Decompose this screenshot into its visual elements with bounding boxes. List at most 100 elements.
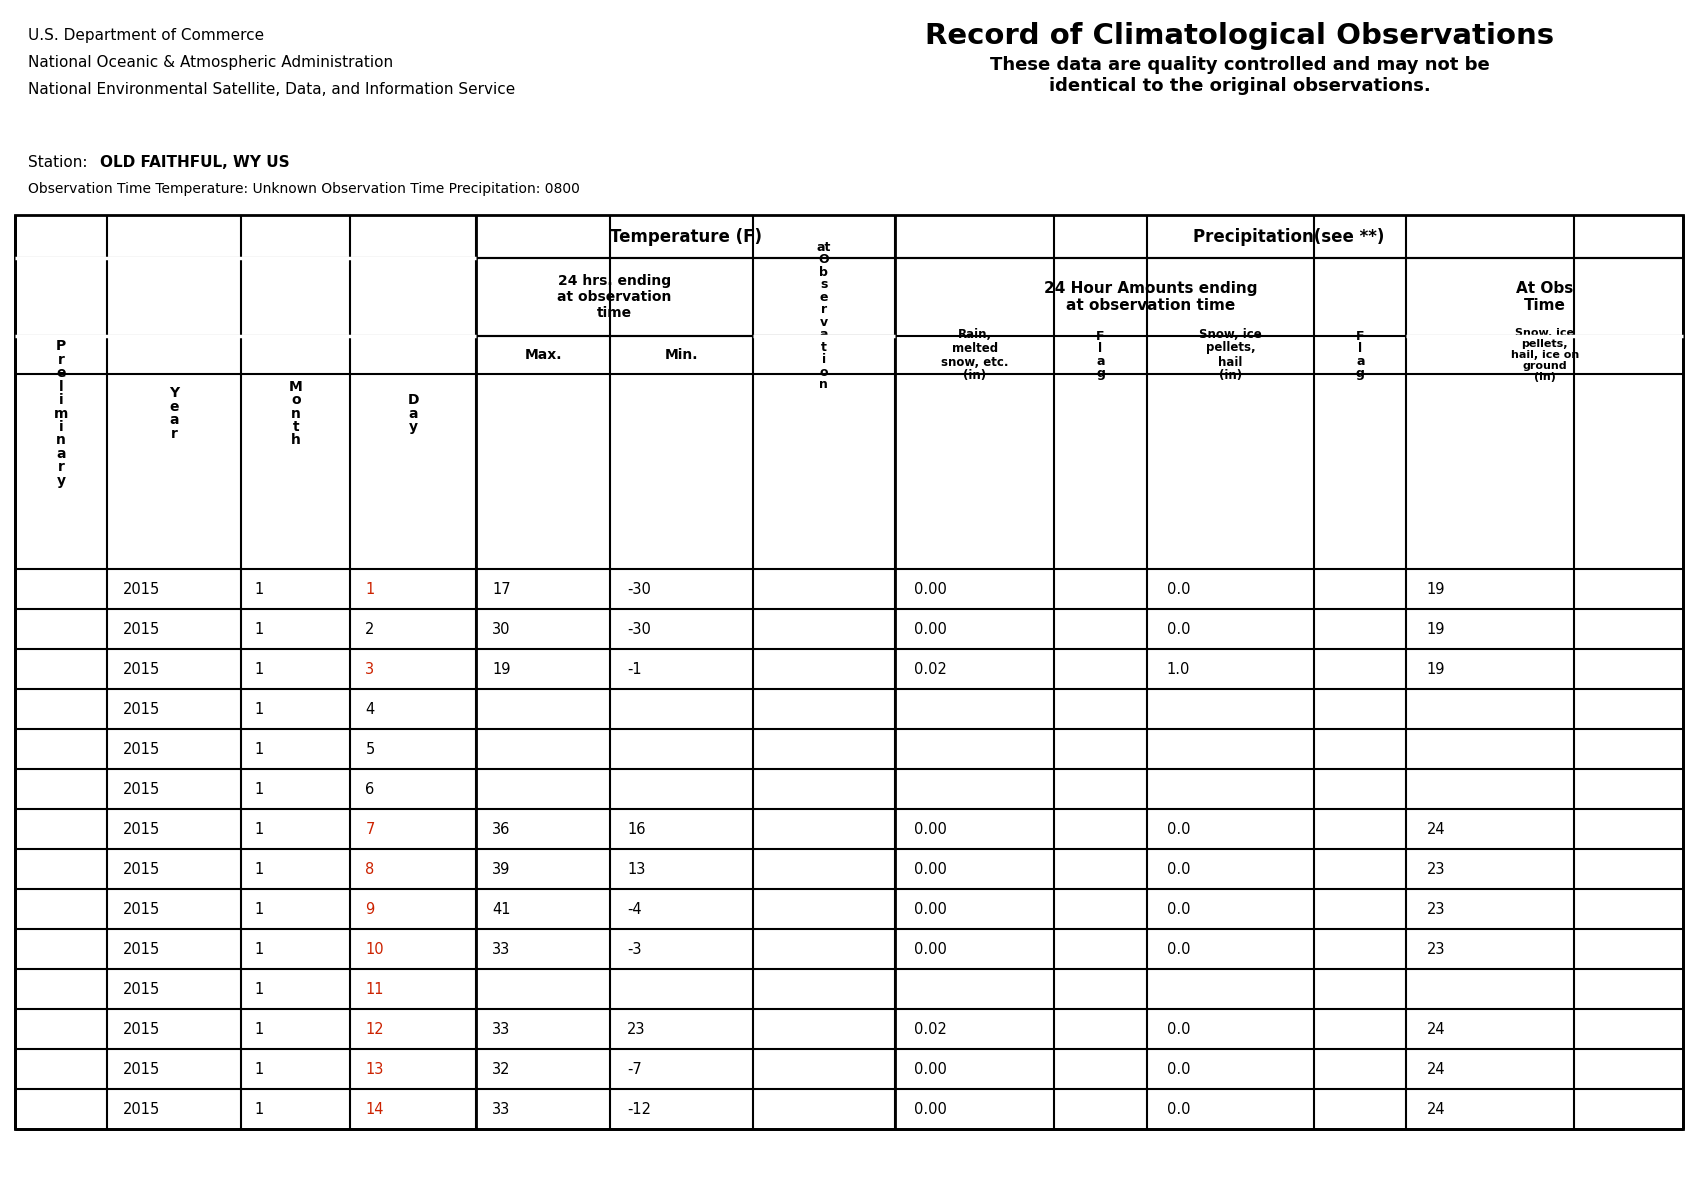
Text: 1: 1: [255, 942, 263, 956]
Text: 0.00: 0.00: [914, 1101, 947, 1117]
Text: 1: 1: [255, 662, 263, 677]
Text: -3: -3: [627, 942, 642, 956]
Text: 0.0: 0.0: [1167, 821, 1190, 837]
Text: 0.0: 0.0: [1167, 1062, 1190, 1076]
Text: 2015: 2015: [124, 1101, 161, 1117]
Text: 1: 1: [255, 702, 263, 716]
Text: 7: 7: [365, 821, 375, 837]
Text: 19: 19: [492, 662, 511, 677]
Text: 23: 23: [627, 1022, 645, 1037]
Text: 0.0: 0.0: [1167, 942, 1190, 956]
Text: 4: 4: [365, 702, 375, 716]
Text: Snow, ice
pellets,
hail, ice on
ground
(in): Snow, ice pellets, hail, ice on ground (…: [1511, 329, 1579, 381]
Text: -7: -7: [627, 1062, 642, 1076]
Text: -30: -30: [627, 582, 650, 596]
Text: -1: -1: [627, 662, 642, 677]
Text: F
l
a
g: F l a g: [1357, 330, 1365, 380]
Text: 17: 17: [492, 582, 511, 596]
Text: Rain,
melted
snow, etc.
(in): Rain, melted snow, etc. (in): [941, 328, 1009, 383]
Text: 16: 16: [627, 821, 645, 837]
Text: 1: 1: [255, 782, 263, 796]
Text: 8: 8: [365, 862, 375, 876]
Text: 33: 33: [492, 1022, 511, 1037]
Text: 10: 10: [365, 942, 384, 956]
Text: 0.00: 0.00: [914, 621, 947, 637]
Text: -4: -4: [627, 901, 642, 917]
Text: 9: 9: [365, 901, 375, 917]
Text: 2015: 2015: [124, 741, 161, 757]
Text: 24: 24: [1426, 1062, 1445, 1076]
Text: 23: 23: [1426, 862, 1445, 876]
Text: U.S. Department of Commerce: U.S. Department of Commerce: [27, 27, 265, 43]
Text: 1: 1: [255, 1022, 263, 1037]
Text: 2015: 2015: [124, 1062, 161, 1076]
Text: 41: 41: [492, 901, 511, 917]
Text: 2015: 2015: [124, 862, 161, 876]
Text: Max.: Max.: [525, 348, 562, 362]
Text: 1.0: 1.0: [1167, 662, 1190, 677]
Text: OLD FAITHFUL, WY US: OLD FAITHFUL, WY US: [100, 155, 290, 170]
Text: 24 hrs. ending
at observation
time: 24 hrs. ending at observation time: [557, 274, 671, 321]
Text: -12: -12: [627, 1101, 652, 1117]
Text: at
O
b
s
e
r
v
a
t
i
o
n: at O b s e r v a t i o n: [817, 241, 830, 391]
Text: 1: 1: [255, 862, 263, 876]
Text: 3: 3: [365, 662, 375, 677]
Text: 5: 5: [365, 741, 375, 757]
Text: 23: 23: [1426, 942, 1445, 956]
Text: 13: 13: [365, 1062, 384, 1076]
Text: 19: 19: [1426, 621, 1445, 637]
Text: 39: 39: [492, 862, 511, 876]
Text: 0.02: 0.02: [914, 662, 947, 677]
Text: 0.0: 0.0: [1167, 862, 1190, 876]
Text: 2015: 2015: [124, 821, 161, 837]
Text: 24 Hour Amounts ending
at observation time: 24 Hour Amounts ending at observation ti…: [1044, 281, 1258, 313]
Text: 33: 33: [492, 942, 511, 956]
Text: 2015: 2015: [124, 782, 161, 796]
Text: 2015: 2015: [124, 662, 161, 677]
Text: 2015: 2015: [124, 942, 161, 956]
Text: National Environmental Satellite, Data, and Information Service: National Environmental Satellite, Data, …: [27, 82, 514, 97]
Text: 0.02: 0.02: [914, 1022, 947, 1037]
Text: 0.0: 0.0: [1167, 901, 1190, 917]
Text: 24: 24: [1426, 1022, 1445, 1037]
Text: 1: 1: [255, 1062, 263, 1076]
Text: Snow, ice
pellets,
hail
(in): Snow, ice pellets, hail (in): [1199, 328, 1262, 383]
Text: 2015: 2015: [124, 582, 161, 596]
Text: 2015: 2015: [124, 1022, 161, 1037]
Text: Temperature (F): Temperature (F): [610, 228, 761, 246]
Text: M
o
n
t
h: M o n t h: [289, 379, 302, 447]
Text: 2015: 2015: [124, 702, 161, 716]
Text: 11: 11: [365, 981, 384, 997]
Text: 30: 30: [492, 621, 511, 637]
Text: 24: 24: [1426, 821, 1445, 837]
Text: 23: 23: [1426, 901, 1445, 917]
Text: 14: 14: [365, 1101, 384, 1117]
Text: 1: 1: [255, 1101, 263, 1117]
Text: Y
e
a
r: Y e a r: [170, 386, 180, 441]
Text: 0.00: 0.00: [914, 901, 947, 917]
Text: 33: 33: [492, 1101, 511, 1117]
Text: 19: 19: [1426, 662, 1445, 677]
Text: 0.00: 0.00: [914, 942, 947, 956]
Text: 36: 36: [492, 821, 511, 837]
Text: 0.0: 0.0: [1167, 621, 1190, 637]
Text: 19: 19: [1426, 582, 1445, 596]
Text: 32: 32: [492, 1062, 511, 1076]
Text: 1: 1: [255, 981, 263, 997]
Text: 12: 12: [365, 1022, 384, 1037]
Text: 2015: 2015: [124, 621, 161, 637]
Text: Observation Time Temperature: Unknown Observation Time Precipitation: 0800: Observation Time Temperature: Unknown Ob…: [27, 182, 581, 195]
Text: Record of Climatological Observations: Record of Climatological Observations: [925, 21, 1554, 50]
Text: 13: 13: [627, 862, 645, 876]
Text: 2015: 2015: [124, 981, 161, 997]
Text: -30: -30: [627, 621, 650, 637]
Text: 1: 1: [255, 821, 263, 837]
Text: 24: 24: [1426, 1101, 1445, 1117]
Text: Min.: Min.: [664, 348, 698, 362]
Text: P
r
e
l
i
m
i
n
a
r
y: P r e l i m i n a r y: [54, 340, 68, 488]
Text: 1: 1: [365, 582, 375, 596]
Text: 1: 1: [255, 621, 263, 637]
Text: 2015: 2015: [124, 901, 161, 917]
Text: 1: 1: [255, 901, 263, 917]
Text: At Obs
Time: At Obs Time: [1516, 281, 1574, 313]
